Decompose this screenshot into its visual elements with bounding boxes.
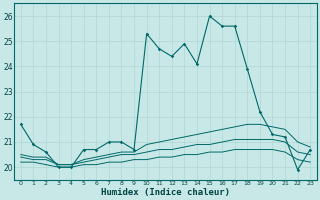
X-axis label: Humidex (Indice chaleur): Humidex (Indice chaleur) [101, 188, 230, 197]
